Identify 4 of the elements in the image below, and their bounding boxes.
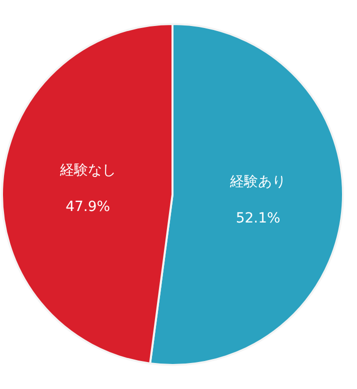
slice-label: 経験あり — [229, 174, 286, 190]
slice-label: 経験なし — [58, 162, 116, 179]
data-label: 47.9% — [66, 199, 110, 216]
data-label: 52.1% — [236, 210, 280, 226]
